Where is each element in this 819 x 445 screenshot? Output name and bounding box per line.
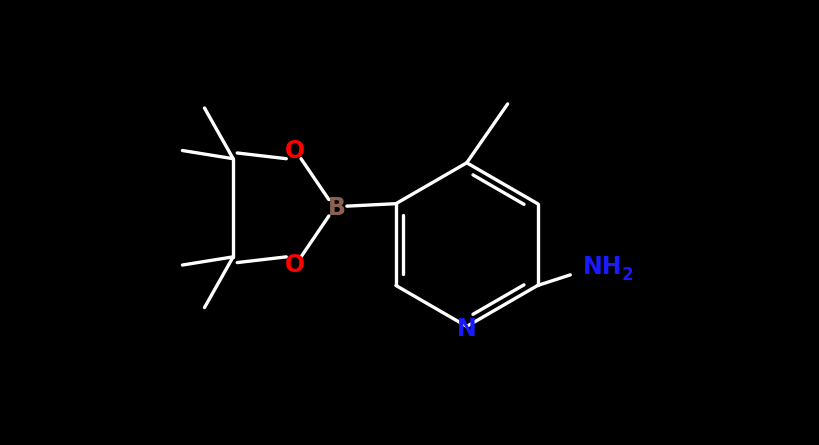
Text: B: B [328, 196, 346, 220]
Text: O: O [284, 253, 305, 277]
Text: 2: 2 [622, 266, 633, 284]
Text: NH: NH [582, 255, 622, 279]
Text: N: N [457, 317, 477, 341]
Text: O: O [284, 138, 305, 162]
